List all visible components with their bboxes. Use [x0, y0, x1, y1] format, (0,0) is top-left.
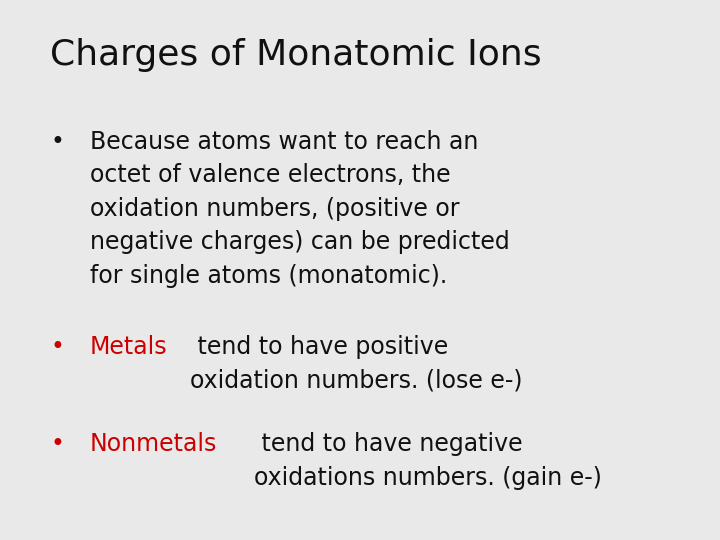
Text: tend to have positive
oxidation numbers. (lose e-): tend to have positive oxidation numbers.…	[190, 335, 523, 392]
Text: Because atoms want to reach an
octet of valence electrons, the
oxidation numbers: Because atoms want to reach an octet of …	[90, 130, 510, 288]
Text: Charges of Monatomic Ions: Charges of Monatomic Ions	[50, 38, 542, 72]
Text: •: •	[50, 335, 64, 359]
Text: •: •	[50, 130, 64, 153]
Text: Metals: Metals	[90, 335, 168, 359]
Text: •: •	[50, 432, 64, 456]
Text: tend to have negative
oxidations numbers. (gain e-): tend to have negative oxidations numbers…	[254, 432, 602, 489]
Text: Nonmetals: Nonmetals	[90, 432, 217, 456]
